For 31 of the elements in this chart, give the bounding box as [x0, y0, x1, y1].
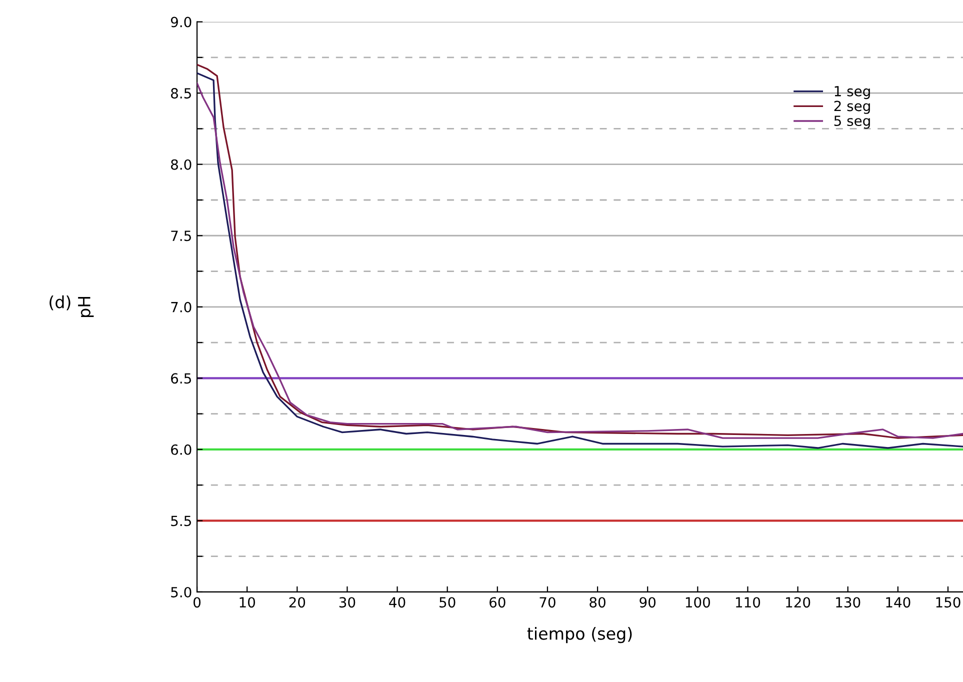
x-tick-label: 90: [640, 597, 656, 608]
x-tick-label: 60: [490, 597, 506, 608]
text: (d): [50, 295, 70, 310]
x-tick-label: 20: [289, 597, 306, 608]
x-tick-label: 0: [194, 597, 201, 608]
legend-label: 5 seg: [834, 116, 870, 129]
y-tick-label: 6.5: [171, 373, 191, 384]
x-tick-label: 80: [590, 597, 606, 608]
y-tick-label: 5.0: [171, 586, 192, 598]
y-tick-label: 7.0: [171, 302, 192, 312]
y-tick-label: 8.0: [171, 159, 192, 170]
x-tick-label: 10: [240, 597, 256, 608]
x-tick-label: 140: [886, 597, 910, 608]
x-tick-label: 120: [786, 597, 810, 608]
x-tick-label: 70: [540, 597, 556, 608]
y-tick-label: 9.0: [170, 16, 192, 28]
y-tick-label: 6.0: [171, 444, 192, 455]
x-axis-title: tiempo (seg): [527, 626, 632, 644]
x-tick-label: 50: [440, 597, 456, 608]
x-tick-label: 40: [389, 597, 406, 608]
y-axis-title: pH: [78, 296, 94, 317]
legend-label: 1 seg: [834, 86, 870, 100]
y-tick-label: 5.5: [171, 516, 191, 526]
x-tick-label: 100: [686, 597, 710, 608]
x-tick-label: 110: [736, 597, 760, 608]
x-tick-label: 130: [836, 597, 860, 608]
x-tick-label: 30: [339, 597, 356, 608]
y-tick-label: 7.5: [171, 230, 191, 242]
y-tick-label: 8.5: [171, 88, 191, 99]
x-tick-label: 150: [936, 597, 960, 608]
legend-label: 2 seg: [834, 100, 870, 114]
